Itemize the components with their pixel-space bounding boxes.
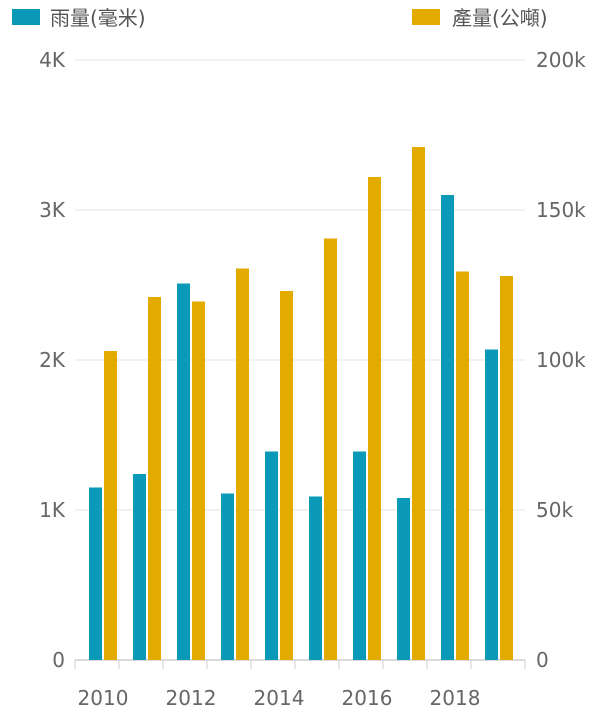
bar-production-2011 (148, 297, 161, 660)
y-left-tick-label: 3K (39, 198, 66, 222)
bar-production-2010 (104, 351, 117, 660)
bar-rainfall-2010 (89, 487, 102, 660)
y-axis-left: 0 1K 2K 3K 4K (39, 48, 66, 672)
bar-production-2012 (192, 301, 205, 660)
bar-rainfall-2014 (265, 451, 278, 660)
y-left-tick-label: 1K (39, 498, 66, 522)
y-axis-right: 0 50k 100k 150k 200k (536, 48, 586, 672)
x-axis: 2010 2012 2014 2016 2018 (74, 660, 526, 710)
x-tick-label: 2018 (430, 686, 481, 710)
bar-rainfall-2013 (221, 493, 234, 660)
bar-production-2015 (324, 238, 337, 660)
x-tick-label: 2016 (342, 686, 393, 710)
x-tick-label: 2012 (166, 686, 217, 710)
bar-production-2017 (412, 147, 425, 660)
bar-rainfall-2017 (397, 498, 410, 660)
bar-production-2013 (236, 268, 249, 660)
y-right-tick-label: 50k (536, 498, 573, 522)
y-right-tick-label: 0 (536, 648, 549, 672)
y-left-tick-label: 0 (52, 648, 65, 672)
legend-label-rainfall: 雨量(毫米) (50, 6, 146, 30)
legend-swatch-rainfall (12, 9, 40, 25)
bar-production-2014 (280, 291, 293, 660)
bar-production-2019 (500, 276, 513, 660)
bars (89, 147, 513, 660)
x-tick-label: 2010 (78, 686, 129, 710)
y-right-tick-label: 200k (536, 48, 586, 72)
y-right-tick-label: 100k (536, 348, 586, 372)
x-tick-label: 2014 (254, 686, 305, 710)
bar-rainfall-2012 (177, 283, 190, 660)
y-right-tick-label: 150k (536, 198, 586, 222)
bar-rainfall-2011 (133, 474, 146, 660)
bar-rainfall-2016 (353, 451, 366, 660)
y-left-tick-label: 2K (39, 348, 66, 372)
legend-label-production: 產量(公噸) (452, 6, 548, 30)
bar-production-2016 (368, 177, 381, 660)
legend-swatch-production (412, 9, 440, 25)
bar-rainfall-2019 (485, 349, 498, 660)
y-left-tick-label: 4K (39, 48, 66, 72)
bar-rainfall-2015 (309, 496, 322, 660)
bar-rainfall-2018 (441, 195, 454, 660)
bar-production-2018 (456, 271, 469, 660)
legend: 雨量(毫米) 產量(公噸) (12, 6, 548, 30)
